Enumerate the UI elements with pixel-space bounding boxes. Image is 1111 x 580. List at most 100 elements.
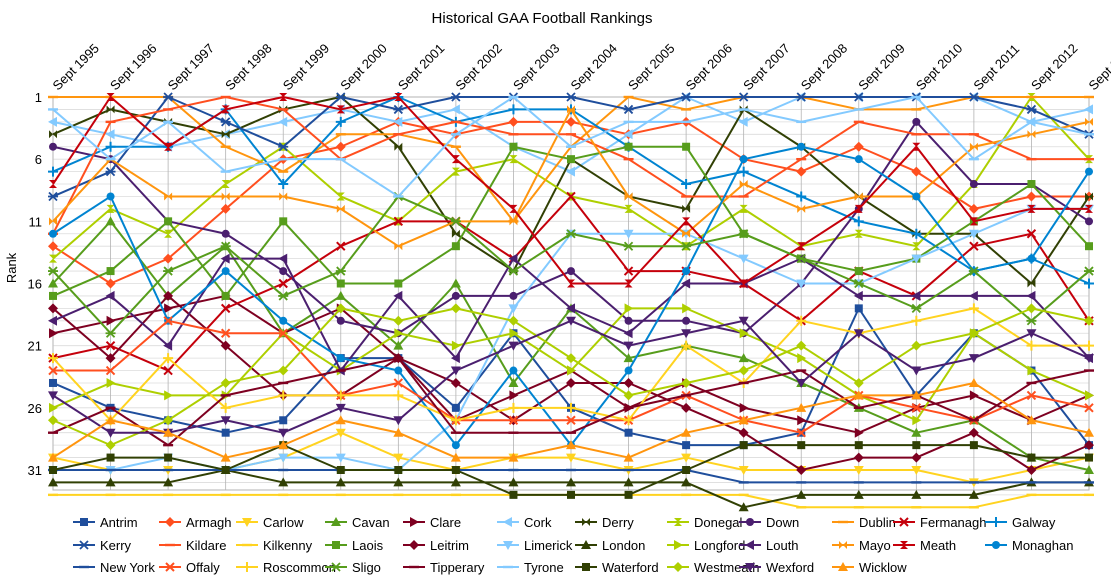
data-point bbox=[1085, 117, 1093, 126]
data-point bbox=[278, 390, 289, 401]
data-point bbox=[221, 466, 230, 474]
data-point bbox=[163, 365, 173, 376]
data-point bbox=[221, 428, 230, 437]
data-point bbox=[624, 316, 633, 325]
data-point bbox=[1026, 465, 1037, 475]
data-point bbox=[624, 366, 633, 375]
data-point bbox=[739, 180, 748, 189]
legend-label: Offaly bbox=[186, 560, 220, 575]
legend-entry: Monaghan bbox=[985, 538, 1073, 553]
data-point bbox=[279, 93, 288, 101]
data-point bbox=[567, 279, 575, 288]
data-point bbox=[968, 303, 979, 314]
data-point bbox=[451, 340, 461, 351]
legend-label: Down bbox=[766, 515, 799, 530]
data-point bbox=[1027, 180, 1036, 189]
data-point bbox=[854, 229, 863, 238]
data-point bbox=[163, 92, 174, 102]
data-point bbox=[393, 116, 403, 127]
legend-marker bbox=[503, 541, 513, 550]
data-point bbox=[336, 192, 345, 201]
legend-marker bbox=[331, 562, 341, 572]
data-point bbox=[105, 216, 116, 226]
data-point bbox=[968, 427, 979, 438]
data-point bbox=[911, 466, 922, 475]
data-point bbox=[335, 266, 346, 276]
data-point bbox=[220, 452, 231, 462]
data-point bbox=[450, 92, 461, 102]
data-point bbox=[335, 92, 346, 102]
data-point bbox=[509, 366, 518, 375]
data-point bbox=[163, 353, 174, 364]
data-point bbox=[623, 377, 634, 388]
data-point bbox=[797, 142, 806, 151]
data-point bbox=[394, 279, 403, 288]
data-point bbox=[451, 291, 460, 300]
legend-label: Monaghan bbox=[1012, 538, 1073, 553]
data-point bbox=[105, 141, 116, 152]
legend-marker bbox=[242, 562, 252, 572]
data-point bbox=[739, 402, 749, 413]
data-point bbox=[48, 365, 58, 376]
legend-entry: London bbox=[575, 538, 645, 553]
data-point bbox=[739, 204, 748, 213]
legend-entry: Mayo bbox=[832, 538, 891, 553]
data-point bbox=[163, 415, 174, 426]
data-point bbox=[739, 441, 748, 450]
data-point bbox=[450, 353, 460, 364]
data-point bbox=[220, 340, 231, 351]
data-point bbox=[49, 402, 58, 413]
data-point bbox=[1085, 217, 1093, 226]
legend-marker bbox=[410, 517, 419, 527]
legend-marker bbox=[991, 517, 1001, 527]
legend-entry: Waterford bbox=[575, 560, 659, 575]
data-point bbox=[163, 316, 173, 326]
data-point bbox=[738, 502, 749, 512]
legend-entry: Sligo bbox=[325, 560, 381, 575]
data-point bbox=[911, 254, 922, 264]
data-point bbox=[105, 415, 116, 425]
legend-entry: Westmeath bbox=[667, 560, 760, 575]
data-point bbox=[335, 390, 346, 401]
legend-entry: Kilkenny bbox=[236, 538, 313, 553]
data-point bbox=[163, 427, 174, 437]
data-point bbox=[968, 229, 979, 239]
data-point bbox=[854, 192, 863, 201]
legend-entry: Limerick bbox=[497, 538, 573, 553]
legend-label: New York bbox=[100, 560, 155, 575]
data-point bbox=[49, 180, 57, 189]
data-point bbox=[163, 266, 174, 276]
data-point bbox=[911, 390, 922, 400]
data-point bbox=[49, 254, 57, 263]
legend-marker bbox=[745, 563, 755, 572]
data-point bbox=[450, 377, 461, 388]
data-point bbox=[220, 253, 230, 264]
series-westmeath bbox=[48, 303, 1094, 451]
data-point bbox=[853, 377, 864, 388]
data-point bbox=[49, 291, 57, 300]
data-point bbox=[681, 278, 691, 289]
data-point bbox=[968, 328, 979, 339]
data-point bbox=[163, 340, 173, 351]
data-point bbox=[106, 204, 115, 213]
data-point bbox=[796, 378, 807, 388]
data-point bbox=[739, 279, 748, 288]
data-point bbox=[49, 378, 57, 387]
data-point bbox=[451, 229, 460, 238]
data-point bbox=[335, 477, 346, 487]
data-point bbox=[1085, 204, 1093, 213]
data-point bbox=[796, 279, 807, 289]
x-tick-label: Sept 2009 bbox=[855, 41, 908, 94]
data-point bbox=[393, 216, 404, 227]
legend-label: Laois bbox=[352, 538, 384, 553]
y-tick-label: 26 bbox=[28, 401, 42, 416]
legend-label: Mayo bbox=[859, 538, 891, 553]
data-point bbox=[1084, 278, 1094, 289]
data-point bbox=[1027, 453, 1036, 462]
legend-label: Clare bbox=[430, 515, 461, 530]
data-point bbox=[1027, 254, 1036, 263]
data-point bbox=[969, 441, 978, 450]
data-point bbox=[912, 415, 922, 426]
